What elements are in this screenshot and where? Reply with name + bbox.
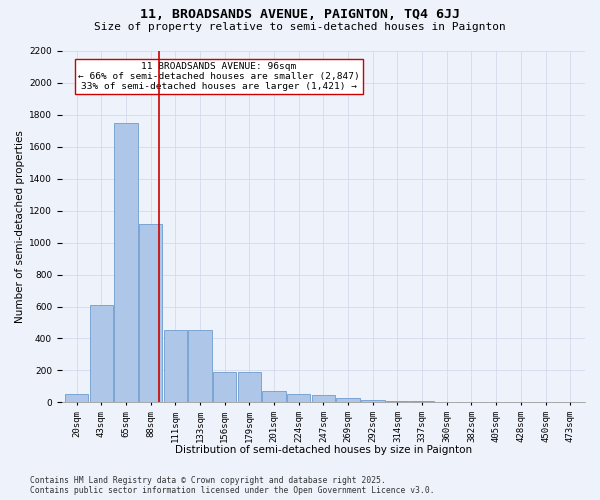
- Text: 11 BROADSANDS AVENUE: 96sqm
← 66% of semi-detached houses are smaller (2,847)
33: 11 BROADSANDS AVENUE: 96sqm ← 66% of sem…: [78, 62, 359, 92]
- Bar: [65, 394, 88, 402]
- Bar: [213, 372, 236, 402]
- Bar: [188, 330, 212, 402]
- Bar: [410, 400, 434, 402]
- Bar: [287, 394, 310, 402]
- X-axis label: Distribution of semi-detached houses by size in Paignton: Distribution of semi-detached houses by …: [175, 445, 472, 455]
- Bar: [312, 395, 335, 402]
- Bar: [386, 400, 409, 402]
- Bar: [139, 224, 163, 402]
- Text: 11, BROADSANDS AVENUE, PAIGNTON, TQ4 6JJ: 11, BROADSANDS AVENUE, PAIGNTON, TQ4 6JJ: [140, 8, 460, 20]
- Bar: [262, 391, 286, 402]
- Bar: [361, 400, 385, 402]
- Text: Contains HM Land Registry data © Crown copyright and database right 2025.
Contai: Contains HM Land Registry data © Crown c…: [30, 476, 434, 495]
- Text: Size of property relative to semi-detached houses in Paignton: Size of property relative to semi-detach…: [94, 22, 506, 32]
- Bar: [238, 372, 261, 402]
- Y-axis label: Number of semi-detached properties: Number of semi-detached properties: [15, 130, 25, 323]
- Bar: [337, 398, 360, 402]
- Bar: [89, 305, 113, 402]
- Bar: [115, 123, 138, 402]
- Bar: [164, 330, 187, 402]
